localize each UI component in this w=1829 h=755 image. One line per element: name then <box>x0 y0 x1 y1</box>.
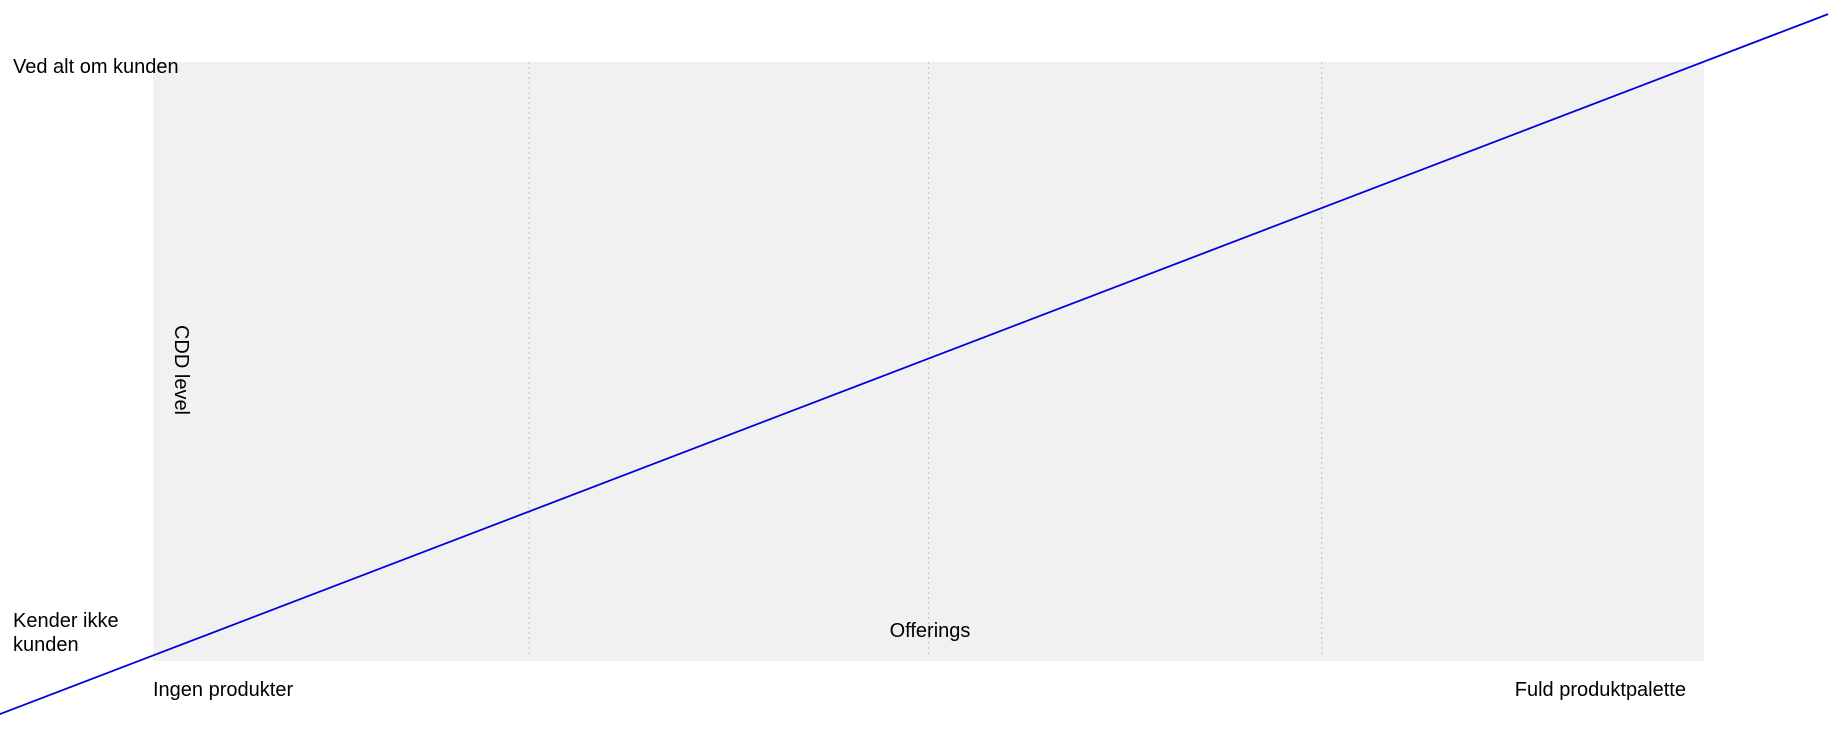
plot-background <box>153 62 1704 661</box>
x-tick-label-left: Ingen produkter <box>153 679 294 701</box>
x-tick-label-right: Fuld produktpalette <box>1514 679 1686 701</box>
series-line-1 <box>0 13 1829 716</box>
x-axis-title: Offerings <box>889 620 971 642</box>
y-tick-label-top: Ved alt om kunden <box>13 56 179 78</box>
y-tick-label-bottom: Kender ikke kunden <box>13 610 119 656</box>
y-axis-title: CDD level <box>170 324 192 416</box>
